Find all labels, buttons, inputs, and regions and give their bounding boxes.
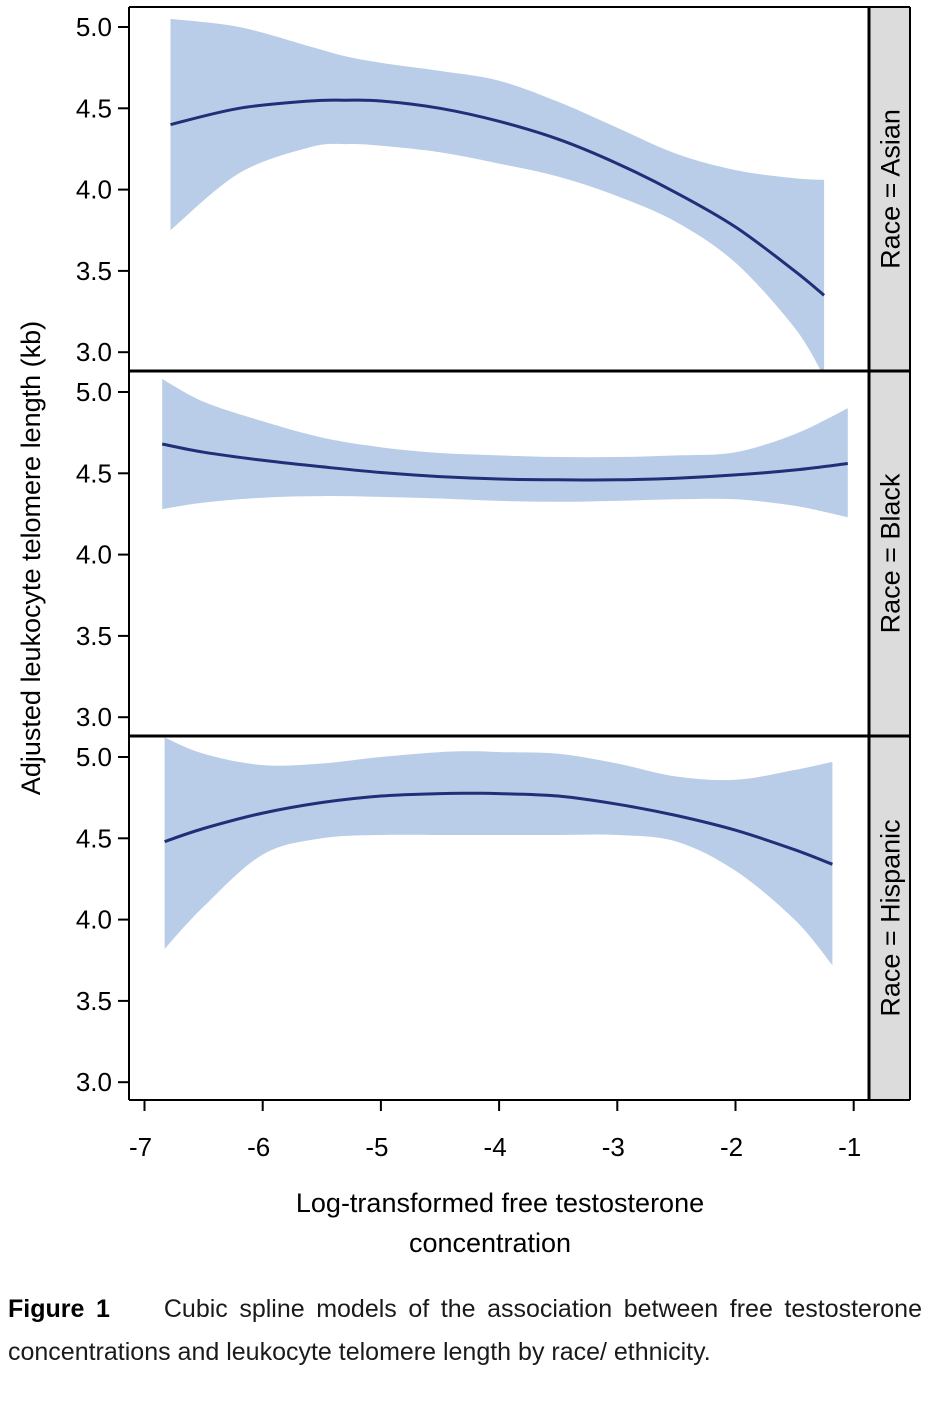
y-tick-label: 3.0 (76, 337, 112, 367)
y-tick-label: 3.5 (76, 986, 112, 1016)
axes-layer: -7 -6 -5 -4 -3 -2 -1 (128, 6, 911, 1162)
strip-background (869, 7, 910, 371)
panel-black: 3.0 3.5 4.0 4.5 5.0 Race = Black (76, 371, 910, 736)
x-axis-title-line-1: Log-transformed free testosterone (296, 1188, 704, 1218)
spline-line (164, 791, 833, 866)
panel-asian: 3.0 3.5 4.0 4.5 5.0 Race = Asian (76, 7, 910, 371)
y-tick-label: 4.5 (76, 93, 112, 123)
strip-label: Race = Hispanic (876, 819, 906, 1016)
y-tick-label: 3.5 (76, 256, 112, 286)
strip-background (869, 736, 910, 1100)
panel-data (170, 18, 826, 371)
strip-label: Race = Asian (876, 109, 906, 269)
figure-caption: Figure 1 Cubic spline models of the assoc… (8, 1288, 922, 1374)
panel-hispanic: 3.0 3.5 4.0 4.5 5.0 Race = Hispanic (76, 736, 910, 1100)
strip-background (869, 371, 910, 736)
caption-text: Cubic spline models of the association b… (8, 1295, 922, 1366)
spline-line (170, 98, 826, 297)
x-tick-label: -2 (720, 1132, 743, 1162)
x-tick-label: -7 (129, 1132, 152, 1162)
x-tick-label: -5 (365, 1132, 388, 1162)
y-tick-label: 4.5 (76, 823, 112, 853)
y-axis-title: Adjusted leukocyte telomere length (kb) (16, 321, 46, 795)
y-tick-label: 5.0 (76, 377, 112, 407)
panel-data (164, 737, 833, 966)
x-tick-label: -4 (484, 1132, 507, 1162)
y-tick-label: 4.0 (76, 905, 112, 935)
caption-label: Figure 1 (8, 1295, 110, 1323)
figure-chart: 3.0 3.5 4.0 4.5 5.0 Race = Asian 3.0 3.5 4.0 4.5 5… (16, 6, 911, 1258)
panel-data (161, 379, 848, 518)
y-tick-label: 4.0 (76, 540, 112, 570)
x-tick-label: -6 (247, 1132, 270, 1162)
y-tick-label: 5.0 (76, 742, 112, 772)
y-tick-label: 3.5 (76, 621, 112, 651)
y-tick-label: 4.5 (76, 458, 112, 488)
x-axis-title-line-2: concentration (409, 1228, 571, 1258)
spline-line (161, 442, 848, 482)
panels-layer: 3.0 3.5 4.0 4.5 5.0 Race = Asian 3.0 3.5 4.0 4.5 5… (76, 7, 910, 1100)
confidence-band (164, 737, 833, 966)
x-tick-label: -1 (838, 1132, 861, 1162)
y-tick-label: 4.0 (76, 175, 112, 205)
strip-label: Race = Black (876, 473, 906, 633)
confidence-band (170, 18, 825, 371)
y-tick-label: 3.0 (76, 702, 112, 732)
y-tick-label: 5.0 (76, 12, 112, 42)
confidence-band (162, 379, 848, 518)
x-tick-label: -3 (602, 1132, 625, 1162)
y-tick-label: 3.0 (76, 1067, 112, 1097)
